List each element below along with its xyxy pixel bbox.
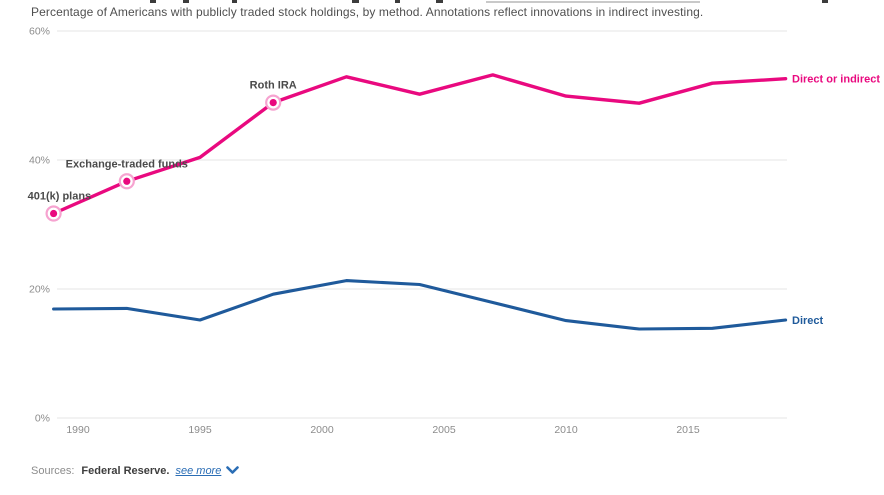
annotation-label-exchange-traded-funds: Exchange-traded funds xyxy=(66,158,188,170)
chart-subtitle: Percentage of Americans with publicly tr… xyxy=(31,5,704,19)
sources-row: Sources: Federal Reserve. see more xyxy=(31,465,240,478)
x-axis-tick-label: 2015 xyxy=(676,424,700,436)
series-end-label-direct: Direct xyxy=(792,315,824,327)
series-line-direct-or-indirect xyxy=(51,73,788,216)
x-axis-tick-label: 1995 xyxy=(188,424,212,436)
see-more-link[interactable]: see more xyxy=(175,465,222,477)
clipped-title-fragment xyxy=(436,0,443,3)
clipped-title-fragment xyxy=(150,0,156,3)
annotation-marker-roth-ira xyxy=(269,98,277,107)
clipped-title-fragment xyxy=(822,0,828,3)
series-end-label-direct-or-indirect: Direct or indirect xyxy=(792,74,880,86)
clipped-title-fragment xyxy=(395,0,400,3)
annotation-marker-exchange-traded-funds xyxy=(123,177,131,185)
chevron-down-icon[interactable] xyxy=(226,466,240,478)
y-axis-tick-label: 60% xyxy=(29,26,50,38)
clipped-title-fragment xyxy=(232,0,237,3)
x-axis-tick-label: 2000 xyxy=(310,424,334,436)
annotation-marker-401-k-plans xyxy=(50,209,58,218)
clipped-title-fragments xyxy=(0,0,884,4)
y-axis-tick-label: 20% xyxy=(29,284,50,296)
series-line-direct xyxy=(52,279,788,331)
clipped-title-fragment xyxy=(183,0,189,3)
annotation-label-401-k-plans: 401(k) plans xyxy=(28,191,92,203)
sources-label: Sources: xyxy=(31,465,75,477)
x-axis-tick-label: 1990 xyxy=(66,424,90,436)
source-name: Federal Reserve. xyxy=(81,465,170,477)
x-axis-tick-label: 2010 xyxy=(554,424,578,436)
y-axis-tick-label: 40% xyxy=(29,155,50,167)
x-axis-tick-label: 2005 xyxy=(432,424,456,436)
clipped-title-fragment xyxy=(486,1,700,3)
y-axis-tick-label: 0% xyxy=(35,413,50,425)
clipped-title-fragment xyxy=(352,0,359,3)
annotation-label-roth-ira: Roth IRA xyxy=(250,80,297,92)
